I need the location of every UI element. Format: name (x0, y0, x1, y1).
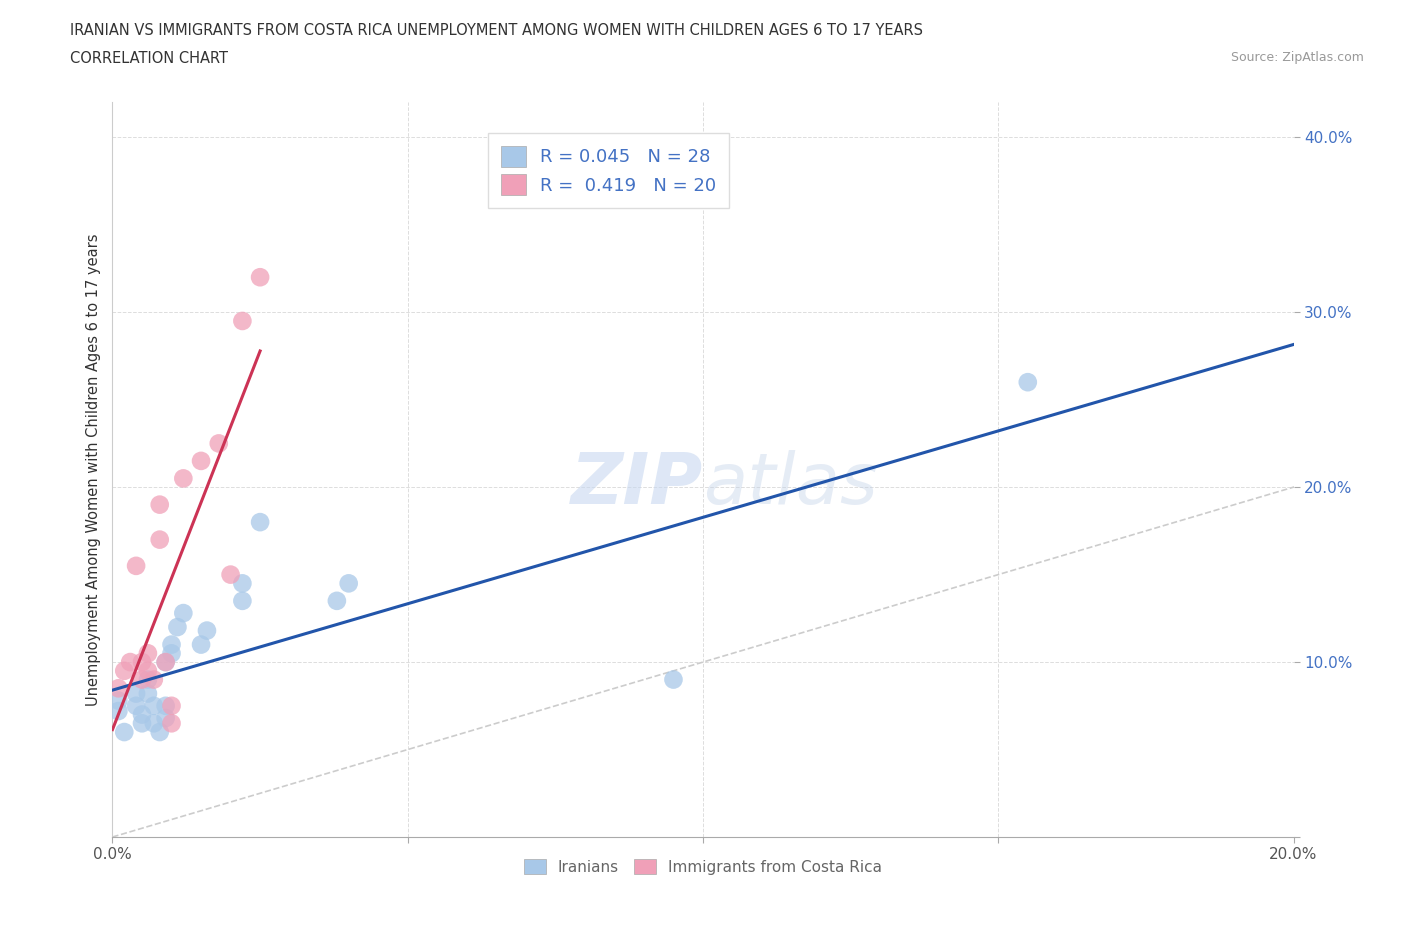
Point (142, 672, 165, 687)
Text: atlas: atlas (703, 450, 877, 519)
Point (160, 698, 183, 713)
Point (125, 686, 148, 701)
Point (149, 498, 172, 512)
Y-axis label: Unemployment Among Women with Children Ages 6 to 17 years: Unemployment Among Women with Children A… (86, 233, 101, 706)
Point (219, 567, 242, 582)
Point (249, 514, 271, 529)
Point (136, 646, 159, 661)
Point (160, 716, 183, 731)
Point (131, 655, 153, 670)
Point (107, 693, 129, 708)
Point (337, 576, 360, 591)
Point (136, 672, 159, 687)
Point (231, 593, 253, 608)
Point (125, 698, 148, 713)
Point (190, 454, 212, 469)
Point (190, 637, 212, 652)
Point (166, 619, 188, 634)
Point (172, 605, 194, 620)
Point (160, 646, 183, 661)
Point (155, 655, 177, 670)
Point (149, 532, 172, 547)
Point (326, 593, 349, 608)
Point (249, 270, 271, 285)
Point (112, 724, 135, 739)
Point (231, 313, 253, 328)
Text: ZIP: ZIP (571, 450, 703, 519)
Point (131, 716, 153, 731)
Point (107, 704, 129, 719)
Point (112, 663, 135, 678)
Point (195, 623, 218, 638)
Point (1017, 375, 1039, 390)
Point (107, 681, 129, 696)
Text: IRANIAN VS IMMIGRANTS FROM COSTA RICA UNEMPLOYMENT AMONG WOMEN WITH CHILDREN AGE: IRANIAN VS IMMIGRANTS FROM COSTA RICA UN… (70, 23, 924, 38)
Point (208, 436, 231, 451)
Legend: Iranians, Immigrants from Costa Rica: Iranians, Immigrants from Costa Rica (517, 853, 889, 881)
Point (131, 707, 153, 722)
Point (155, 698, 177, 713)
Point (149, 724, 172, 739)
Text: Source: ZipAtlas.com: Source: ZipAtlas.com (1230, 51, 1364, 64)
Point (136, 663, 159, 678)
Point (155, 655, 177, 670)
Point (131, 672, 153, 687)
Point (120, 655, 142, 670)
Point (172, 471, 194, 485)
Point (142, 698, 165, 713)
Point (142, 716, 165, 731)
Point (136, 686, 159, 701)
Point (662, 672, 685, 687)
Point (155, 711, 177, 725)
Point (125, 558, 148, 573)
Point (231, 576, 253, 591)
Text: CORRELATION CHART: CORRELATION CHART (70, 51, 228, 66)
Point (160, 637, 183, 652)
